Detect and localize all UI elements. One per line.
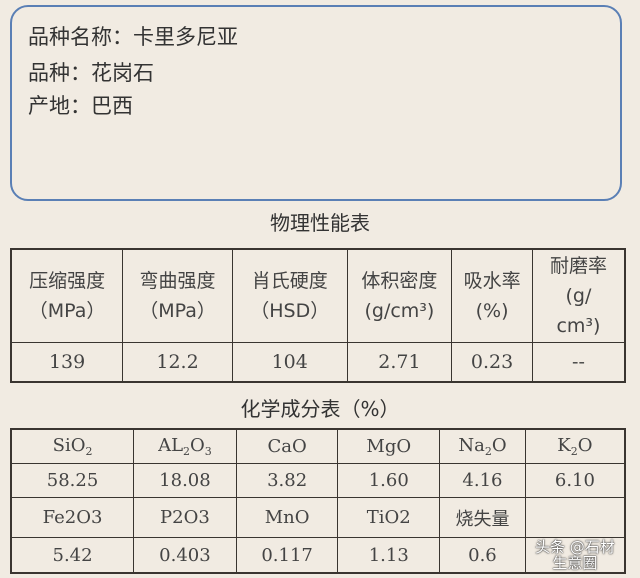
value-cell: 0.23 — [451, 342, 533, 383]
header-k2o: K2O — [524, 428, 626, 464]
header-mno: MnO — [235, 497, 339, 538]
chemical-composition-table: SiO2 AL2O3 CaO MgO Na2O K2O 58.25 18.08 … — [10, 428, 626, 574]
header-flexural-strength: 弯曲强度 （MPa） — [122, 248, 233, 343]
header-fe2o3: Fe2O3 — [10, 497, 135, 538]
value-cell: 58.25 — [10, 463, 135, 498]
table-header-row: SiO2 AL2O3 CaO MgO Na2O K2O — [10, 428, 626, 464]
stone-info-box: 品种名称：卡里多尼亚 品种：花岗石 产地：巴西 — [10, 5, 622, 201]
value-cell: 139 — [10, 342, 124, 383]
empty-cell — [524, 497, 626, 538]
value-cell: 0.6 — [439, 537, 526, 574]
header-sio2: SiO2 — [10, 428, 135, 464]
table-row: 58.25 18.08 3.82 1.60 4.16 6.10 — [10, 463, 626, 498]
physical-properties-table: 压缩强度 （MPa） 弯曲强度 （MPa） 肖氏硬度 （HSD） 体积密度 (g/cm³… — [10, 248, 626, 383]
value-cell: 2.71 — [346, 342, 453, 383]
header-na2o: Na2O — [439, 428, 526, 464]
value-cell: 104 — [231, 342, 348, 383]
header-abrasion: 耐磨率 (g/cm³) — [531, 248, 626, 343]
header-water-absorption: 吸水率 (%) — [451, 248, 533, 343]
stone-type: 品种：花岗石 — [28, 61, 154, 85]
table-row: 5.42 0.403 0.117 1.13 0.6 头条 @石材生意圈 — [10, 537, 626, 574]
value-cell: 3.82 — [235, 463, 339, 498]
header-tio2: TiO2 — [337, 497, 441, 538]
header-al2o3: AL2O3 — [133, 428, 237, 464]
header-mgo: MgO — [337, 428, 441, 464]
value-cell: 6.10 — [524, 463, 626, 498]
watermark: 头条 @石材生意圈 — [535, 538, 615, 572]
value-cell: 0.403 — [133, 537, 237, 574]
value-cell: 1.60 — [337, 463, 441, 498]
table-header-row: 压缩强度 （MPa） 弯曲强度 （MPa） 肖氏硬度 （HSD） 体积密度 (g/cm³… — [10, 248, 626, 343]
table-row: 139 12.2 104 2.71 0.23 -- — [10, 342, 626, 383]
value-cell: 0.117 — [235, 537, 339, 574]
value-cell: 4.16 — [439, 463, 526, 498]
header-p2o3: P2O3 — [133, 497, 237, 538]
value-cell: 1.13 — [337, 537, 441, 574]
header-loss-on-ignition: 烧失量 — [439, 497, 526, 538]
header-cao: CaO — [235, 428, 339, 464]
table-header-row: Fe2O3 P2O3 MnO TiO2 烧失量 — [10, 497, 626, 538]
physical-table-title: 物理性能表 — [270, 211, 370, 235]
header-compressive-strength: 压缩强度 （MPa） — [10, 248, 124, 343]
value-cell: 5.42 — [10, 537, 135, 574]
stone-name: 品种名称：卡里多尼亚 — [28, 25, 238, 49]
header-bulk-density: 体积密度 (g/cm³) — [346, 248, 453, 343]
value-cell: 12.2 — [122, 342, 233, 383]
chemical-table-title: 化学成分表（%） — [240, 397, 400, 421]
stone-origin: 产地：巴西 — [28, 94, 133, 118]
value-cell: 18.08 — [133, 463, 237, 498]
watermark-cell: 头条 @石材生意圈 — [524, 537, 626, 574]
value-cell: -- — [531, 342, 626, 383]
header-shore-hardness: 肖氏硬度 （HSD） — [231, 248, 348, 343]
